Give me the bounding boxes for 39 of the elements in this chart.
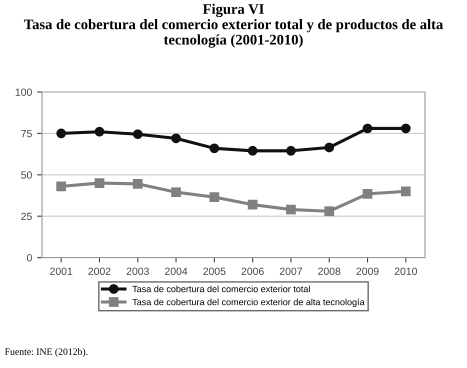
point (132, 129, 143, 140)
point (132, 179, 143, 189)
x-tick-label: 2005 (203, 268, 226, 275)
point (400, 186, 411, 196)
x-tick-label: 2004 (165, 268, 188, 275)
x-tick-label: 2006 (242, 268, 264, 275)
point (362, 124, 372, 134)
x-tick-label: 2010 (394, 268, 418, 275)
y-tick-label: 25 (21, 212, 32, 220)
point (248, 200, 258, 210)
point (324, 206, 334, 216)
y-tick-label: 0 (26, 254, 32, 262)
point (400, 124, 411, 134)
point (248, 146, 258, 156)
point (56, 128, 66, 138)
point (286, 146, 296, 156)
point (171, 187, 181, 198)
x-tick-label: 2001 (50, 268, 72, 275)
point (209, 143, 220, 154)
x-tick-label: 2008 (318, 268, 340, 275)
point (94, 178, 104, 188)
y-tick-label: 75 (21, 130, 32, 138)
point (209, 192, 220, 202)
chart-title: Figura VI Tasa de cobertura del comercio exterior total y de productos de alta tecnología (2001-2010) (24, 4, 444, 48)
point (324, 142, 334, 152)
y-tick-label: 100 (16, 88, 32, 96)
point (171, 134, 181, 144)
legend-label: Tasa de cobertura del comercio exterior total (132, 286, 310, 292)
source-note: Fuente: INE (2012b). (4, 348, 88, 357)
point (286, 204, 296, 214)
x-tick-label: 2009 (356, 268, 379, 275)
legend-label: Tasa de cobertura del comercio exterior de alta tecnología (132, 298, 365, 308)
point (362, 188, 372, 199)
y-tick-label: 50 (21, 171, 32, 179)
x-tick-label: 2002 (88, 268, 111, 275)
point (94, 126, 104, 137)
x-tick-label: 2003 (126, 268, 149, 275)
point (56, 182, 66, 192)
x-tick-label: 2007 (280, 268, 302, 275)
